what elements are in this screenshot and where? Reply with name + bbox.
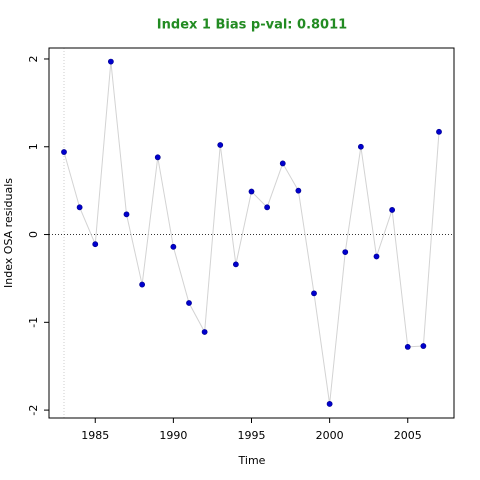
point xyxy=(279,160,286,167)
point xyxy=(217,142,224,148)
point xyxy=(76,204,83,211)
point xyxy=(123,211,130,218)
x-tick-label: 1995 xyxy=(238,429,266,442)
chart-title: Index 1 Bias p-val: 0.8011 xyxy=(157,18,347,33)
point xyxy=(154,154,161,161)
x-tick-label: 1990 xyxy=(159,429,187,442)
point xyxy=(92,241,99,248)
x-tick-label: 2005 xyxy=(394,429,422,442)
x-tick-label: 2000 xyxy=(316,429,344,442)
point xyxy=(326,401,333,407)
point xyxy=(357,143,364,150)
point xyxy=(186,300,192,306)
point xyxy=(404,343,411,350)
point xyxy=(264,204,271,211)
y-tick-label: 2 xyxy=(27,55,40,62)
y-axis-label: Index OSA residuals xyxy=(2,178,15,288)
point xyxy=(373,253,380,260)
point xyxy=(107,58,114,65)
y-tick-label: 0 xyxy=(27,231,40,238)
y-tick-label: -1 xyxy=(27,317,40,328)
point xyxy=(436,128,442,135)
x-axis-label: Time xyxy=(238,454,266,467)
point xyxy=(342,249,349,255)
point xyxy=(248,188,255,195)
point xyxy=(170,243,177,250)
y-tick-label: 1 xyxy=(27,143,40,150)
y-tick-label: -2 xyxy=(27,405,40,416)
point xyxy=(139,281,146,288)
point xyxy=(389,207,396,213)
point xyxy=(201,329,208,335)
point xyxy=(61,149,67,155)
point xyxy=(420,343,427,349)
plot-frame xyxy=(48,47,455,419)
point xyxy=(232,261,239,268)
x-tick-label: 1985 xyxy=(81,429,109,442)
point xyxy=(295,187,302,194)
point xyxy=(311,290,317,297)
series-line xyxy=(63,61,440,405)
